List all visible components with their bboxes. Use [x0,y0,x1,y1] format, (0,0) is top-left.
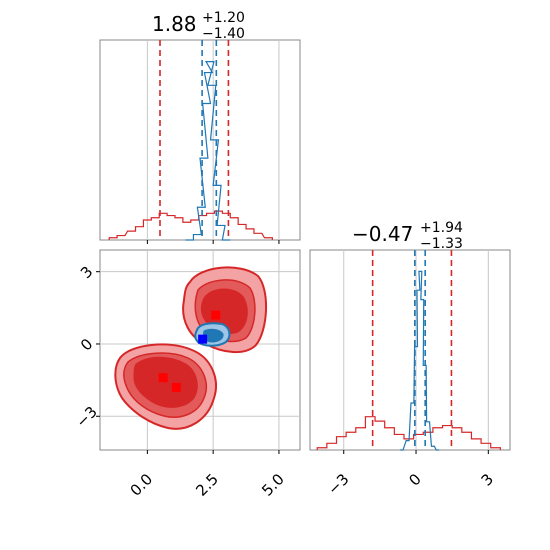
y-tick-label: 3 [77,263,96,282]
panel-hist-x-title-value: 1.88 [152,12,197,36]
contour-lower-inner [133,356,198,408]
panel-contour-markers [158,310,221,392]
red-histogram [108,210,273,240]
blue-marker [198,334,208,344]
panel-hist-x-ticks [146,240,280,244]
panel-hist-x: 1.88 +1.20 −1.40 [99,10,301,244]
panel-hist-x-frame [99,39,301,241]
x-tick-label: −3 [324,470,352,498]
panel-hist-y-quantiles [371,250,453,450]
blue-histogram [400,270,440,451]
panel-hist-y-grid [343,250,489,450]
panel-hist-y-title-minus: −1.33 [420,236,463,252]
panel-hist-y-ticks: −3 0 3 [324,450,497,498]
red-marker [171,382,181,392]
panel-contour: 0.0 2.5 5.0 −3 0 3 [73,249,301,500]
y-tick-label: 0 [77,335,96,354]
panel-hist-x-title-minus: −1.40 [202,26,245,42]
panel-hist-y: −3 0 3 −0.47 +1.94 −1.33 [309,220,511,498]
panel-hist-y-title-plus: +1.94 [420,220,463,236]
x-tick-label: 2.5 [192,470,222,500]
blue-histogram [185,61,231,241]
panel-hist-x-title-plus: +1.20 [202,10,245,26]
y-tick-label: −3 [73,403,101,431]
panel-hist-y-title-value: −0.47 [352,222,413,246]
x-tick-label: 5.0 [258,470,288,500]
x-tick-label: 3 [478,470,497,489]
red-marker [211,310,221,320]
panel-hist-y-series [316,270,501,451]
panel-hist-x-quantiles [159,40,230,240]
x-tick-label: 0 [405,470,424,489]
contour-mode-lower [114,343,217,430]
red-marker [158,373,168,383]
panel-hist-x-series [108,61,273,241]
x-tick-label: 0.0 [127,470,157,500]
